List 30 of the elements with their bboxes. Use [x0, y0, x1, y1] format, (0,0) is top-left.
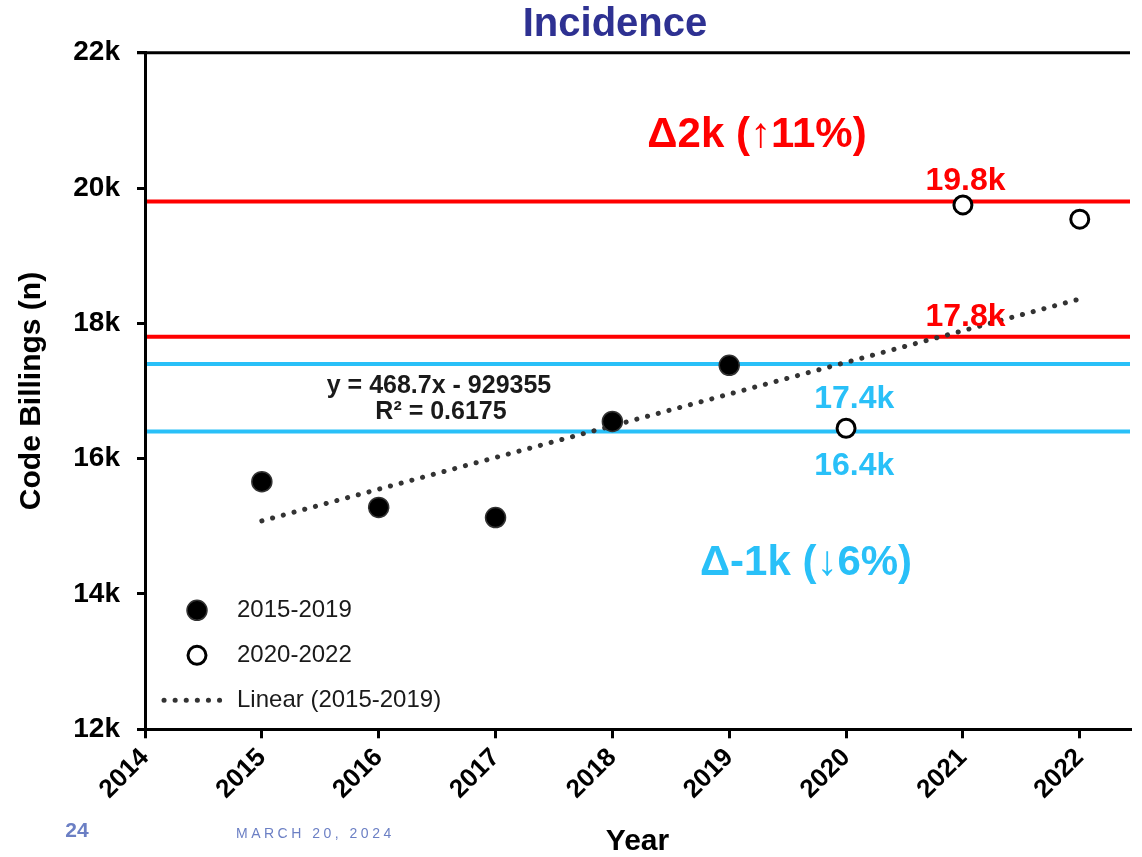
point: [1069, 208, 1091, 230]
point: [952, 194, 974, 216]
annotation: R² = 0.6175: [375, 395, 507, 424]
ref-line-label: 19.8k: [925, 161, 1006, 198]
y-tick-label: 16k: [73, 441, 121, 473]
text: MARCH 20, 2024: [236, 824, 395, 841]
x-axis-title: Year: [605, 823, 670, 857]
point: [601, 410, 624, 433]
ref-line-label: 17.4k: [814, 378, 895, 415]
annotation: Δ-1k (↓6%): [699, 536, 913, 584]
annotation: Δ2k (↑11%): [647, 108, 867, 156]
point: [367, 496, 390, 519]
y-axis-title: Code Billings (n): [13, 271, 47, 511]
point: [718, 354, 740, 377]
legend-label: Linear (2015-2019): [237, 684, 442, 712]
y-tick-label: 18k: [73, 306, 121, 338]
text: 24: [65, 817, 89, 841]
chart-title: Incidence: [522, 0, 708, 45]
y-tick-label: 20k: [73, 170, 121, 202]
ref-line-label: 16.4k: [814, 446, 895, 483]
y-tick-label: 14k: [73, 576, 121, 608]
ref-line-label: 17.8k: [925, 296, 1006, 333]
legend-label: 2015-2019: [237, 594, 352, 622]
point: [251, 470, 273, 493]
y-tick-label: 12k: [73, 712, 121, 744]
point: [484, 506, 507, 529]
legend-label: 2020-2022: [237, 639, 352, 667]
annotation: y = 468.7x - 929355: [326, 369, 552, 398]
point: [835, 417, 857, 439]
y-tick-label: 22k: [73, 35, 121, 67]
